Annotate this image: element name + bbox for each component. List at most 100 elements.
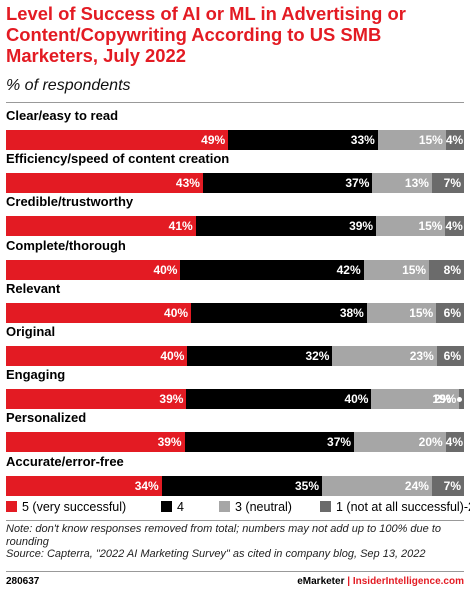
legend-item: 5 (very successful) bbox=[6, 500, 126, 514]
chart-notes: Note: don't know responses removed from … bbox=[6, 523, 466, 561]
data-label: 40% bbox=[164, 305, 189, 320]
bar-row: 49% 33% 15% 4% bbox=[6, 130, 464, 150]
data-label: 19% bbox=[432, 392, 457, 407]
data-label: 15% bbox=[402, 262, 427, 277]
bar-segment bbox=[376, 216, 446, 237]
bar-segment bbox=[436, 302, 464, 323]
brand-credit: eMarketer | InsiderIntelligence.com bbox=[297, 576, 464, 587]
bar-segment bbox=[371, 389, 460, 410]
bar-segment bbox=[6, 475, 162, 496]
data-label: 15% bbox=[418, 219, 443, 234]
chart-id: 280637 bbox=[6, 576, 40, 587]
data-label: 7% bbox=[443, 176, 461, 191]
data-label: 43% bbox=[175, 176, 200, 191]
legend-label: 3 (neutral) bbox=[235, 500, 292, 514]
data-label: 41% bbox=[168, 219, 193, 234]
legend-item: 4 bbox=[161, 500, 184, 514]
bar-segment bbox=[429, 259, 464, 280]
bar-row: 34% 35% 24% 7% bbox=[6, 475, 464, 496]
category-label: Clear/easy to read bbox=[6, 108, 119, 123]
data-label: 20% bbox=[418, 435, 443, 450]
data-label: 49% bbox=[201, 133, 226, 147]
data-label: 39% bbox=[159, 392, 184, 407]
bar-segment bbox=[377, 130, 446, 150]
data-label: 38% bbox=[339, 305, 364, 320]
legend-divider bbox=[6, 520, 464, 521]
data-label: 37% bbox=[327, 435, 352, 450]
bar-segment bbox=[6, 259, 181, 280]
data-label: 4% bbox=[445, 133, 464, 147]
bar-segment bbox=[161, 475, 323, 496]
category-label: Accurate/error-free bbox=[6, 453, 124, 469]
data-label: 23% bbox=[409, 349, 434, 363]
legend-swatch bbox=[320, 501, 331, 512]
note-text: Note: don't know responses removed from … bbox=[6, 523, 442, 548]
data-label: 15% bbox=[418, 133, 443, 147]
data-label: 4% bbox=[445, 219, 463, 234]
bar-row: 43% 37% 13% 7% bbox=[6, 173, 464, 194]
data-label: 42% bbox=[336, 262, 361, 277]
brand-insider-intelligence: InsiderIntelligence.com bbox=[352, 576, 464, 587]
bar-segment bbox=[6, 346, 188, 366]
data-label: 7% bbox=[443, 478, 461, 493]
category-label: Original bbox=[6, 324, 56, 339]
category-label: Complete/thorough bbox=[6, 237, 126, 253]
bar-segment bbox=[354, 432, 446, 453]
bar-segment bbox=[186, 389, 372, 410]
data-label: 6% bbox=[443, 349, 461, 363]
source-text: Source: Capterra, "2022 AI Marketing Sur… bbox=[6, 548, 426, 560]
data-label: 35% bbox=[294, 478, 320, 493]
bar-segment bbox=[445, 130, 464, 150]
legend-label: 5 (very successful) bbox=[22, 500, 127, 514]
bar-segment bbox=[202, 173, 373, 194]
bar-segment bbox=[228, 130, 378, 150]
data-label: 40% bbox=[160, 349, 185, 363]
bar-segment bbox=[180, 259, 364, 280]
bar-segment bbox=[363, 259, 430, 280]
data-label: 15% bbox=[409, 305, 434, 320]
bar-segment bbox=[6, 432, 185, 453]
bar-segment bbox=[332, 346, 437, 366]
stacked-bar-chart: Clear/easy to read 49% 33% 15% 4% Efficiency/… bbox=[6, 108, 464, 498]
data-label: 32% bbox=[305, 349, 330, 363]
bar-row: 41% 39% 15% 4% bbox=[6, 216, 464, 237]
data-label: 39% bbox=[349, 219, 374, 234]
bar-row: 39% 40% 19% 2% bbox=[6, 389, 464, 410]
top-divider bbox=[6, 102, 464, 103]
small-segment-marker bbox=[457, 397, 462, 403]
category-label: Personalized bbox=[6, 410, 87, 426]
brand-separator: | bbox=[344, 576, 353, 587]
bar-segment bbox=[6, 302, 192, 323]
bar-segment bbox=[431, 475, 464, 496]
chart-title: Level of Success of AI or ML in Advertis… bbox=[6, 3, 406, 66]
category-label: Efficiency/speed of content creation bbox=[6, 151, 230, 167]
data-label: 8% bbox=[443, 262, 461, 277]
data-label: 40% bbox=[344, 392, 369, 407]
bar-segment bbox=[6, 389, 187, 410]
footer-divider bbox=[6, 571, 464, 572]
bar-segment bbox=[184, 432, 355, 453]
chart-subtitle: % of respondents bbox=[6, 77, 131, 94]
bar-segment bbox=[187, 346, 333, 366]
category-label: Relevant bbox=[6, 280, 61, 296]
data-label: 4% bbox=[445, 435, 464, 450]
bar-row: 39% 37% 20% 4% bbox=[6, 432, 464, 453]
legend-label: 4 bbox=[177, 500, 184, 514]
bar-row: 40% 38% 15% 6% bbox=[6, 302, 464, 323]
bar-segment bbox=[195, 216, 377, 237]
chart-footer: 280637 eMarketer | InsiderIntelligence.c… bbox=[6, 571, 464, 588]
bar-segment bbox=[6, 173, 203, 194]
data-label: 13% bbox=[404, 176, 429, 191]
bar-segment bbox=[445, 216, 464, 237]
legend-label: 1 (not at all successful)-2 bbox=[336, 500, 470, 514]
data-label: 2% bbox=[434, 392, 452, 407]
bar-segment bbox=[191, 302, 367, 323]
legend-swatch bbox=[219, 501, 230, 512]
bar-segment bbox=[436, 346, 464, 366]
bar-row: 40% 32% 23% 6% bbox=[6, 346, 464, 366]
data-label: 40% bbox=[153, 262, 178, 277]
bar-segment bbox=[366, 302, 437, 323]
legend-swatch bbox=[6, 501, 17, 512]
bar-row: 40% 42% 15% 8% bbox=[6, 259, 464, 280]
data-label: 39% bbox=[157, 435, 182, 450]
